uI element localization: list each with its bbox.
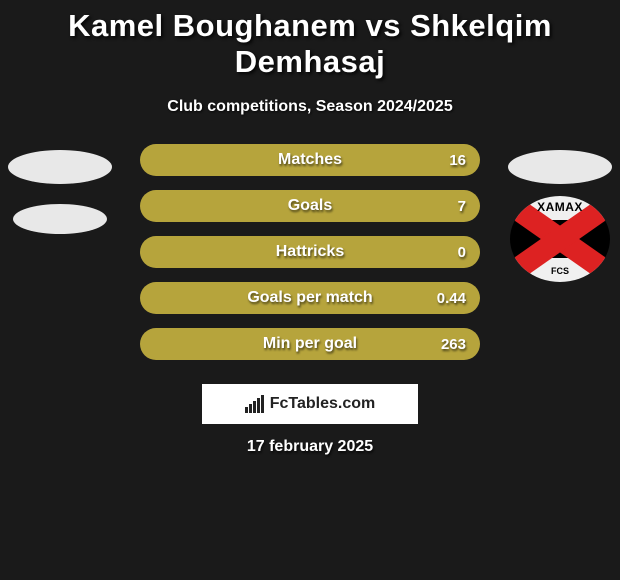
page-title: Kamel Boughanem vs Shkelqim Demhasaj (0, 8, 620, 80)
stat-bars: Matches 16 Goals 7 Hattricks 0 Goals per… (140, 144, 480, 360)
xamax-text-top: XAMAX (510, 200, 610, 214)
bar-value: 263 (441, 336, 466, 353)
date-line: 17 february 2025 (0, 438, 620, 456)
fctables-label: FcTables.com (270, 395, 376, 413)
subtitle: Club competitions, Season 2024/2025 (0, 98, 620, 116)
left-logo-1 (8, 150, 112, 184)
stats-area: XAMAX FCS Matches 16 Goals 7 Hattricks 0… (0, 144, 620, 360)
bar-min-per-goal: Min per goal 263 (140, 328, 480, 360)
bar-label: Goals (140, 197, 480, 215)
bar-label: Goals per match (140, 289, 480, 307)
bar-goals-per-match: Goals per match 0.44 (140, 282, 480, 314)
bar-label: Matches (140, 151, 480, 169)
xamax-text-bottom: FCS (510, 266, 610, 276)
bar-matches: Matches 16 (140, 144, 480, 176)
right-logo-1 (508, 150, 612, 184)
fctables-watermark: FcTables.com (202, 384, 418, 424)
bar-label: Hattricks (140, 243, 480, 261)
bar-value: 16 (449, 152, 466, 169)
bar-value: 0.44 (437, 290, 466, 307)
bar-label: Min per goal (140, 335, 480, 353)
bar-value: 0 (458, 244, 466, 261)
bar-value: 7 (458, 198, 466, 215)
left-team-logos (8, 150, 112, 234)
left-logo-2 (13, 204, 107, 234)
bar-goals: Goals 7 (140, 190, 480, 222)
xamax-logo: XAMAX FCS (510, 196, 610, 282)
infographic-root: Kamel Boughanem vs Shkelqim Demhasaj Clu… (0, 0, 620, 456)
bar-hattricks: Hattricks 0 (140, 236, 480, 268)
bar-chart-icon (245, 395, 264, 413)
right-team-logos: XAMAX FCS (508, 150, 612, 282)
